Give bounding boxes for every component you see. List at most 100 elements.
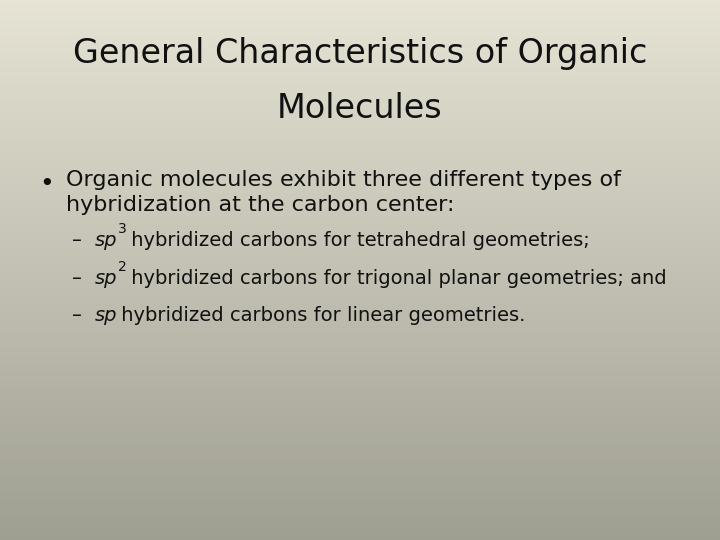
Bar <box>0 398 720 400</box>
Bar <box>0 508 720 509</box>
Bar <box>0 49 720 50</box>
Bar <box>0 274 720 275</box>
Bar <box>0 347 720 349</box>
Bar <box>0 117 720 119</box>
Bar <box>0 110 720 112</box>
Bar <box>0 201 720 204</box>
Bar <box>0 423 720 425</box>
Bar <box>0 65 720 66</box>
Bar <box>0 174 720 177</box>
Bar <box>0 498 720 501</box>
Bar <box>0 72 720 74</box>
Bar <box>0 282 720 285</box>
Bar <box>0 324 720 326</box>
Bar <box>0 351 720 353</box>
Bar <box>0 367 720 369</box>
Bar <box>0 191 720 193</box>
Bar <box>0 61 720 63</box>
Bar <box>0 43 720 45</box>
Bar <box>0 160 720 162</box>
Bar <box>0 247 720 248</box>
Bar <box>0 495 720 497</box>
Bar <box>0 153 720 155</box>
Bar <box>0 326 720 328</box>
Bar <box>0 162 720 164</box>
Bar <box>0 297 720 299</box>
Bar <box>0 506 720 508</box>
Bar <box>0 538 720 540</box>
Bar <box>0 200 720 201</box>
Bar <box>0 76 720 77</box>
Bar <box>0 211 720 212</box>
Bar <box>0 360 720 362</box>
Bar <box>0 86 720 88</box>
Bar <box>0 66 720 69</box>
Bar <box>0 417 720 420</box>
Bar <box>0 133 720 135</box>
Bar <box>0 97 720 99</box>
Bar <box>0 54 720 56</box>
Bar <box>0 389 720 390</box>
Bar <box>0 126 720 128</box>
Bar <box>0 468 720 470</box>
Bar <box>0 11 720 12</box>
Bar <box>0 333 720 335</box>
Bar <box>0 387 720 389</box>
Bar <box>0 158 720 160</box>
Bar <box>0 378 720 380</box>
Bar <box>0 189 720 191</box>
Bar <box>0 306 720 308</box>
Bar <box>0 355 720 356</box>
Bar <box>0 77 720 79</box>
Bar <box>0 295 720 297</box>
Bar <box>0 268 720 270</box>
Bar <box>0 401 720 403</box>
Bar <box>0 412 720 414</box>
Bar <box>0 50 720 52</box>
Bar <box>0 209 720 211</box>
Bar <box>0 108 720 110</box>
Bar <box>0 329 720 331</box>
Bar <box>0 425 720 427</box>
Bar <box>0 302 720 304</box>
Bar <box>0 286 720 288</box>
Bar <box>0 142 720 144</box>
Bar <box>0 394 720 396</box>
Bar <box>0 144 720 146</box>
Bar <box>0 15 720 16</box>
Text: 3: 3 <box>118 222 127 237</box>
Bar <box>0 529 720 531</box>
Text: 2: 2 <box>118 260 127 274</box>
Bar <box>0 93 720 96</box>
Bar <box>0 101 720 103</box>
Bar <box>0 241 720 243</box>
Bar <box>0 450 720 452</box>
Bar <box>0 34 720 36</box>
Bar <box>0 59 720 61</box>
Bar <box>0 147 720 150</box>
Bar <box>0 428 720 430</box>
Bar <box>0 410 720 412</box>
Bar <box>0 151 720 153</box>
Bar <box>0 319 720 320</box>
Bar <box>0 140 720 142</box>
Bar <box>0 31 720 32</box>
Bar <box>0 185 720 187</box>
Bar <box>0 290 720 292</box>
Bar <box>0 120 720 123</box>
Bar <box>0 0 720 2</box>
Bar <box>0 169 720 171</box>
Text: hybridized carbons for tetrahedral geometries;: hybridized carbons for tetrahedral geome… <box>125 231 590 250</box>
Bar <box>0 373 720 374</box>
Bar <box>0 218 720 220</box>
Bar <box>0 331 720 333</box>
Bar <box>0 403 720 405</box>
Bar <box>0 439 720 441</box>
Bar <box>0 112 720 113</box>
Bar <box>0 304 720 306</box>
Bar <box>0 263 720 265</box>
Bar <box>0 56 720 58</box>
Bar <box>0 369 720 371</box>
Bar <box>0 452 720 454</box>
Bar <box>0 414 720 416</box>
